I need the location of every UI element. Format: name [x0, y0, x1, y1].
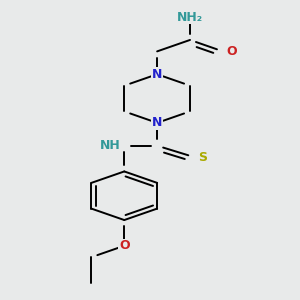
Text: O: O	[119, 239, 130, 252]
Text: NH₂: NH₂	[177, 11, 203, 24]
Text: O: O	[226, 45, 237, 58]
Text: N: N	[152, 68, 162, 81]
Text: S: S	[198, 151, 207, 164]
Text: N: N	[152, 116, 162, 129]
Text: NH: NH	[100, 139, 121, 152]
